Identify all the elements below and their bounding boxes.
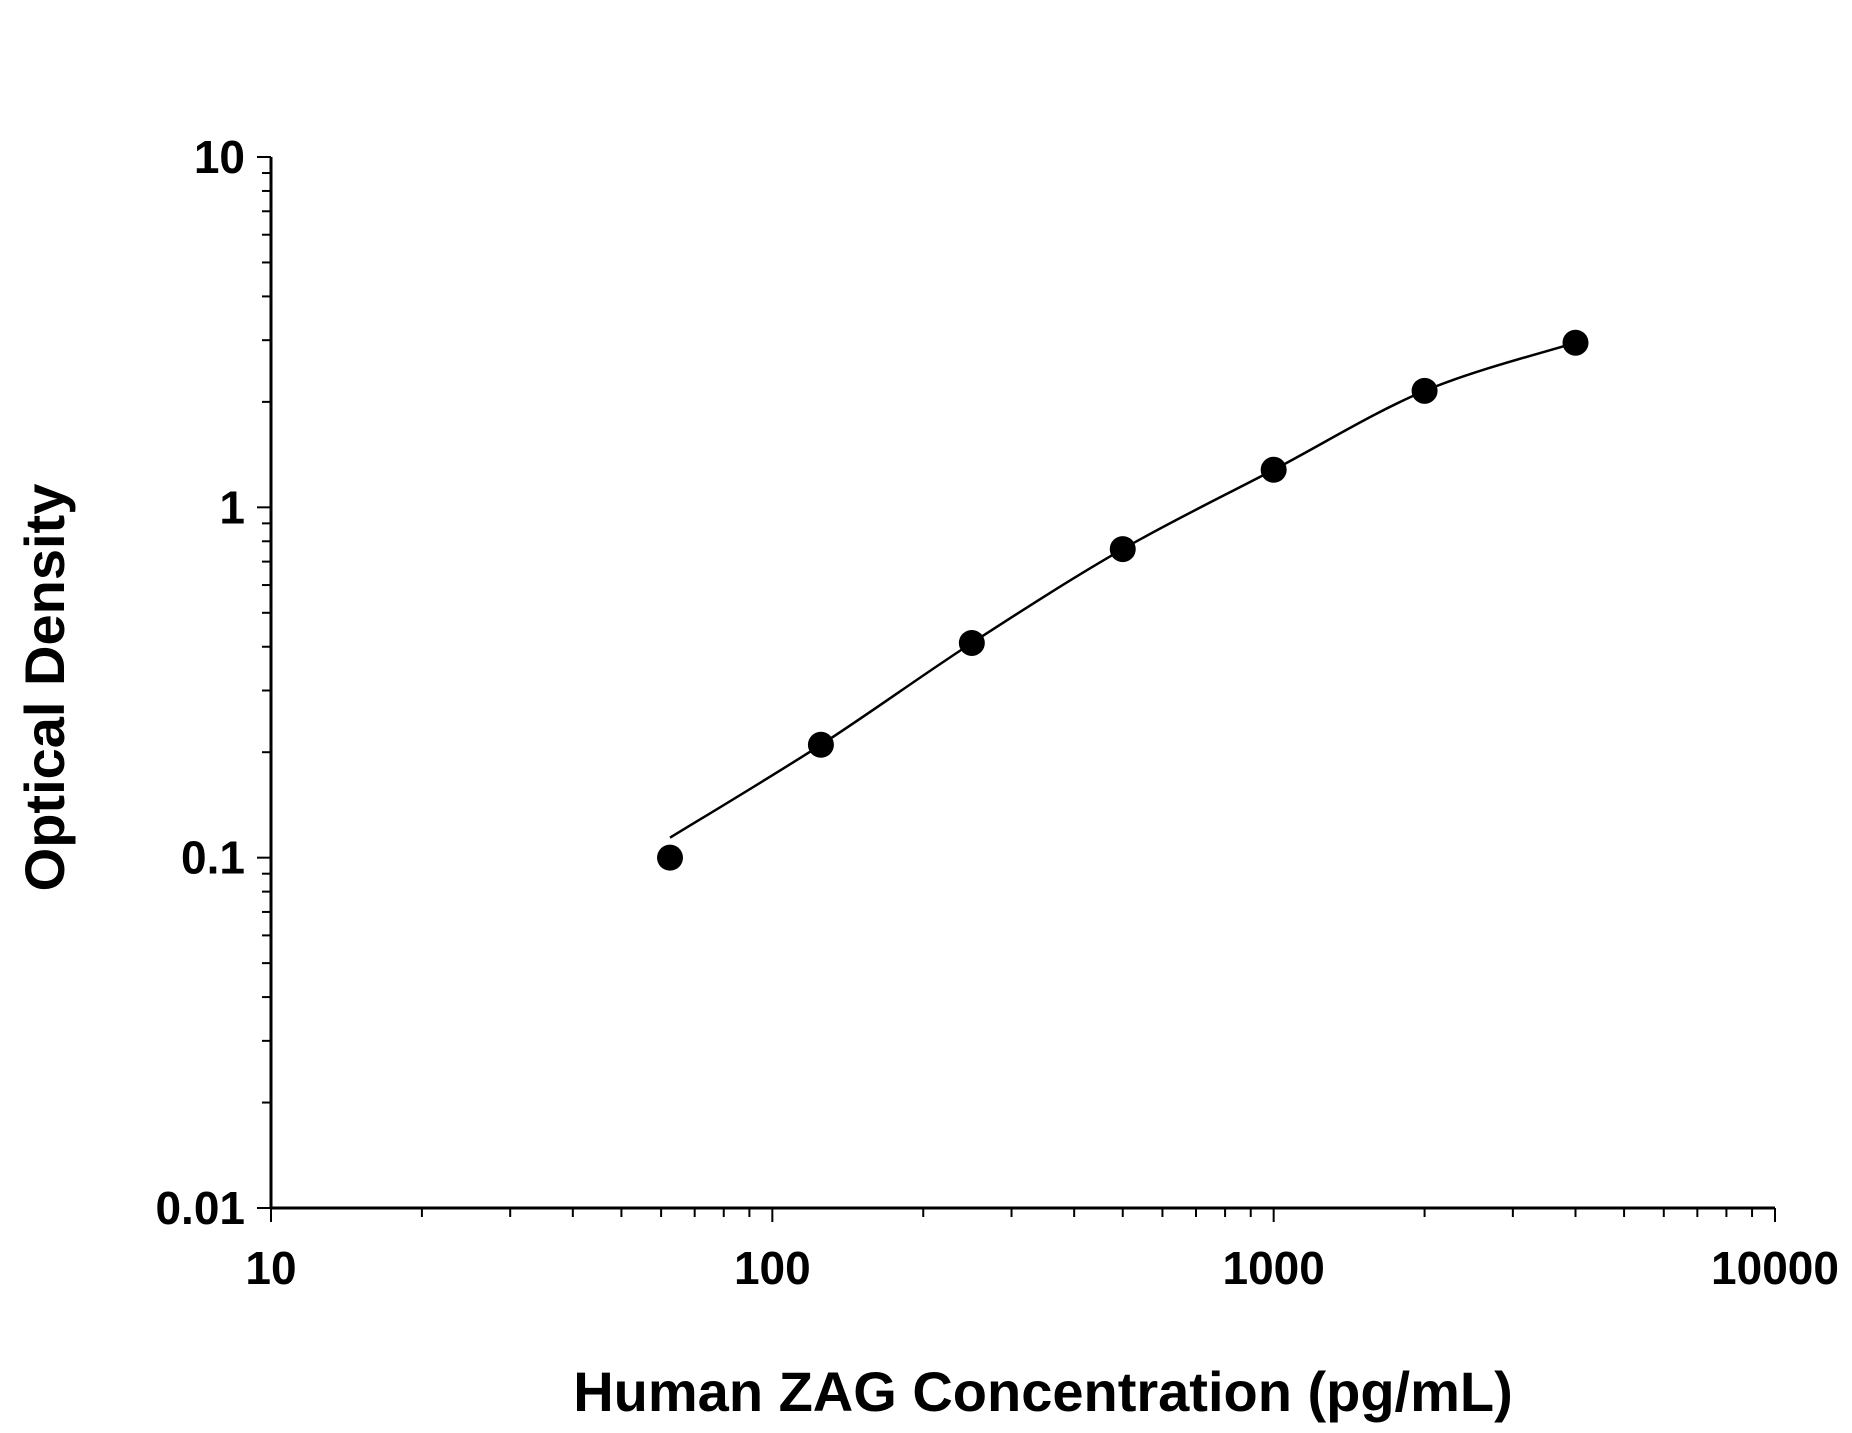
y-tick-label: 10 [194,131,245,183]
data-points [657,329,1589,871]
data-point [1260,456,1287,483]
ticks [257,156,1776,1222]
x-axis-title: Human ZAG Concentration (pg/mL) [573,1360,1513,1423]
data-point [807,731,834,758]
data-point [1109,536,1136,563]
y-tick-label: 1 [219,481,245,533]
y-tick-label: 0.01 [155,1182,245,1234]
tick-labels: 10 100 1000 10000 0.01 0.1 1 10 [155,131,1838,1294]
y-axis-title: Optical Density [13,484,76,892]
data-point [657,844,684,871]
data-point [1411,377,1438,404]
data-point [1562,329,1589,356]
x-tick-label: 100 [734,1242,811,1294]
y-tick-label: 0.1 [181,832,245,884]
data-point [958,629,985,656]
x-tick-label: 10000 [1711,1242,1839,1294]
axes [269,157,1775,1210]
fit-curve [669,341,1576,839]
x-tick-label: 10 [245,1242,296,1294]
x-tick-label: 1000 [1222,1242,1324,1294]
